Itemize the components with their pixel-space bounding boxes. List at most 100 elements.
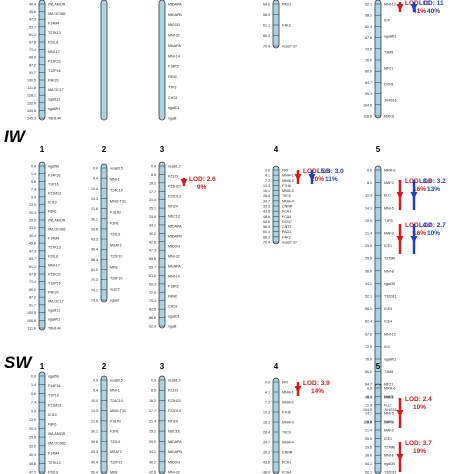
marker-position: 13.9: [29, 203, 36, 207]
marker-name: T7F3: [168, 85, 176, 89]
marker-name: F9K20: [48, 291, 59, 295]
marker-position: 72.9: [149, 291, 156, 295]
marker-position: 62.4: [365, 320, 372, 324]
marker-name: ngaI39: [384, 462, 395, 466]
chromosome-number: 4: [274, 145, 279, 154]
chromosome-bar: [100, 0, 108, 121]
marker-position: 20.3: [29, 427, 36, 431]
qtl-peak-marker: [410, 236, 418, 243]
marker-position: 43.5: [263, 210, 270, 214]
marker-name: nca83.5: [110, 167, 123, 171]
marker-name: MNI-12: [384, 332, 396, 336]
marker-position: 16.2: [149, 399, 156, 403]
qtl-peak-marker: [396, 4, 404, 11]
marker-name: T1P16: [48, 183, 59, 187]
marker-name: MtDAPA: [168, 225, 182, 229]
marker-name: IWLOC082: [48, 12, 66, 16]
marker-position: 52.1: [365, 3, 372, 7]
marker-name: F8F6: [48, 210, 56, 214]
marker-position: 11.9: [365, 403, 372, 407]
marker-name: T1P3: [384, 420, 393, 424]
marker-name: nca61.2: [168, 165, 181, 169]
marker-name: ICI19: [48, 201, 57, 205]
marker-name: T1P16: [48, 394, 59, 398]
marker-position: 0.0: [265, 381, 270, 385]
marker-position: 33.0: [29, 444, 36, 448]
marker-name: IWLAMOR: [48, 3, 66, 7]
marker-position: 42.6: [149, 240, 156, 244]
qtl-variance-label: 19%: [413, 448, 426, 455]
chromosome-number: 2: [102, 362, 107, 371]
marker-name: MAF2: [384, 395, 394, 399]
marker-name: MF21: [384, 383, 393, 387]
qtl-lod-label: LOD: 5.6: [303, 168, 330, 175]
marker-position: 54.6: [263, 3, 270, 7]
marker-name: nca37-37: [282, 45, 297, 49]
marker-position: 40.4: [29, 234, 36, 238]
marker-name: MtDOG: [168, 460, 180, 464]
marker-name: ngal3: [110, 299, 119, 303]
marker-position: 29.5: [365, 445, 372, 449]
marker-position: 9.9: [31, 409, 36, 413]
marker-name: CNNR: [282, 205, 293, 209]
marker-position: 128.1: [27, 94, 36, 98]
marker-position: 39.3: [263, 205, 270, 209]
marker-name: MNI-8: [384, 269, 394, 273]
marker-position: 29.9: [149, 440, 156, 444]
chromosome-number: 2: [102, 145, 107, 154]
marker-name: MNI-5: [384, 206, 394, 210]
marker-name: CNT2: [282, 225, 291, 229]
marker-position: 116.6: [363, 421, 372, 425]
marker-name: CHS1: [168, 305, 178, 309]
marker-position: 72.5: [365, 345, 372, 349]
marker-name: F4K3: [282, 24, 291, 28]
marker-name: MNI4-2: [282, 179, 294, 183]
qtl-peak-marker: [180, 179, 188, 186]
marker-position: 75.3: [149, 299, 156, 303]
marker-name: DXN1: [384, 395, 394, 399]
marker-position: 17.7: [149, 190, 156, 194]
marker-position: 111.8: [28, 86, 36, 90]
marker-position: 44.1: [365, 462, 372, 466]
marker-name: MtDAPB: [168, 235, 182, 239]
marker-position: 104.5: [363, 408, 372, 412]
chromosome-bar: [38, 0, 46, 121]
chromosome-bar: [100, 163, 108, 303]
marker-position: 132.0: [27, 101, 36, 105]
marker-position: 40.2: [149, 232, 156, 236]
marker-position: 21.4: [365, 429, 372, 433]
marker-name: NTI24: [168, 205, 178, 209]
marker-position: 106.8: [27, 319, 36, 323]
marker-name: IWLOC082: [48, 228, 66, 232]
marker-name: T6H144: [48, 117, 61, 121]
marker-name: ngal111: [48, 309, 60, 313]
qtl-peak-marker: [396, 454, 404, 461]
marker-name: T9C9: [282, 431, 291, 435]
marker-name: MtDAPA: [168, 440, 182, 444]
marker-position: 67.6: [365, 36, 372, 40]
qtl-lod-label: LOD: 11: [419, 0, 444, 7]
marker-name: F23J3: [168, 175, 178, 179]
marker-name: F14M4: [48, 237, 59, 241]
marker-position: 8.5: [151, 173, 156, 177]
marker-name: DXN1: [384, 83, 394, 87]
marker-position: 7.2: [265, 401, 270, 405]
chromosome-bar: [374, 0, 382, 119]
marker-name: F7H6: [282, 411, 291, 415]
marker-position: 111.8: [28, 327, 36, 331]
marker-name: ngal111: [48, 98, 60, 102]
marker-position: 53.7: [29, 25, 36, 29]
marker-name: T12P16: [48, 69, 61, 73]
marker-position: 67.6: [365, 332, 372, 336]
marker-position: 95.3: [365, 92, 372, 96]
marker-position: 42.6: [149, 471, 156, 474]
marker-position: 39.3: [263, 451, 270, 455]
marker-position: 10.4: [91, 399, 98, 403]
marker-position: 91.7: [29, 303, 36, 307]
chromosome-bar: [100, 375, 108, 474]
marker-name: T27K13: [48, 461, 61, 465]
marker-name: ngalW1: [48, 318, 60, 322]
marker-position: 58.1: [365, 307, 372, 311]
marker-position: 1.4: [31, 383, 36, 387]
marker-name: FCA4: [282, 471, 291, 474]
